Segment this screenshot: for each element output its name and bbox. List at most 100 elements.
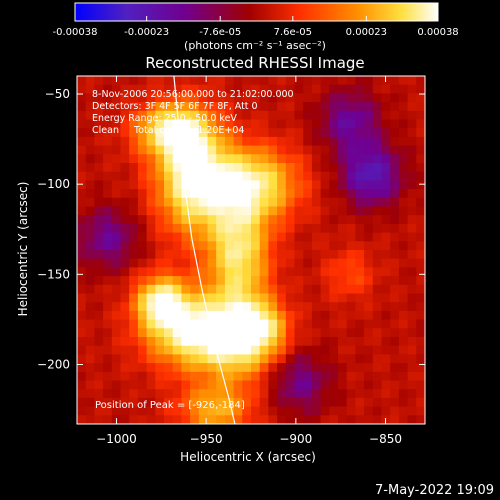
colorbar-unit-label: (photons cm⁻² s⁻¹ asec⁻²) — [184, 39, 326, 52]
heatmap-cell — [364, 76, 374, 86]
heatmap-cell — [181, 354, 191, 364]
heatmap-cell — [407, 302, 417, 312]
heatmap-cell — [355, 302, 365, 312]
heatmap-cell — [94, 406, 104, 416]
heatmap-cell — [277, 197, 287, 207]
heatmap-cell — [320, 154, 330, 164]
heatmap-cell — [155, 128, 165, 138]
heatmap-cell — [268, 345, 278, 355]
heatmap-cell — [146, 276, 156, 286]
heatmap-cell — [398, 397, 408, 407]
heatmap-cell — [251, 163, 261, 173]
heatmap-cell — [190, 232, 200, 242]
heatmap-cell — [390, 380, 400, 390]
heatmap-cell — [207, 206, 217, 216]
heatmap-cell — [172, 354, 182, 364]
heatmap-cell — [224, 215, 234, 225]
heatmap-cell — [77, 154, 87, 164]
heatmap-cell — [94, 119, 104, 129]
heatmap-cell — [129, 258, 139, 268]
heatmap-cell — [416, 406, 425, 416]
heatmap-cell — [242, 267, 252, 277]
heatmap-cell — [155, 189, 165, 199]
heatmap-cell — [251, 345, 261, 355]
heatmap-cell — [372, 267, 382, 277]
heatmap-cell — [120, 223, 130, 233]
heatmap-cell — [311, 110, 321, 120]
heatmap-cell — [259, 310, 269, 320]
heatmap-cell — [94, 136, 104, 146]
heatmap-cell — [85, 250, 95, 260]
heatmap-cell — [338, 310, 348, 320]
heatmap-cell — [137, 284, 147, 294]
heatmap-cell — [251, 371, 261, 381]
heatmap-cell — [242, 354, 252, 364]
heatmap-cell — [242, 397, 252, 407]
heatmap-cell — [120, 93, 130, 103]
heatmap-cell — [103, 397, 113, 407]
heatmap-cell — [277, 206, 287, 216]
heatmap-cell — [277, 302, 287, 312]
heatmap-cell — [303, 328, 313, 338]
heatmap-cell — [146, 136, 156, 146]
heatmap-cell — [172, 215, 182, 225]
heatmap-cell — [181, 276, 191, 286]
heatmap-cell — [207, 258, 217, 268]
heatmap-cell — [190, 258, 200, 268]
heatmap-cell — [355, 380, 365, 390]
heatmap-cell — [216, 163, 226, 173]
heatmap-cell — [77, 76, 87, 86]
heatmap-cell — [311, 232, 321, 242]
heatmap-cell — [137, 406, 147, 416]
heatmap-cell — [268, 371, 278, 381]
heatmap-cell — [372, 128, 382, 138]
heatmap-cell — [111, 250, 121, 260]
heatmap-cell — [355, 171, 365, 181]
heatmap-cell — [111, 319, 121, 329]
heatmap-cell — [259, 319, 269, 329]
heatmap-cell — [251, 258, 261, 268]
heatmap-cell — [164, 76, 174, 86]
heatmap-cell — [346, 250, 356, 260]
heatmap-cell — [277, 293, 287, 303]
heatmap-cell — [190, 389, 200, 399]
heatmap-cell — [216, 354, 226, 364]
heatmap-cell — [155, 363, 165, 373]
heatmap-cell — [129, 180, 139, 190]
heatmap-cell — [103, 223, 113, 233]
heatmap-cell — [233, 223, 243, 233]
heatmap-cell — [372, 197, 382, 207]
heatmap-cell — [381, 406, 391, 416]
heatmap-cell — [338, 206, 348, 216]
heatmap-cell — [137, 171, 147, 181]
heatmap-cell — [216, 76, 226, 86]
heatmap-cell — [285, 380, 295, 390]
heatmap-cell — [381, 267, 391, 277]
heatmap-cell — [338, 293, 348, 303]
heatmap-cell — [285, 163, 295, 173]
heatmap-cell — [390, 328, 400, 338]
heatmap-cell — [277, 76, 287, 86]
heatmap-cell — [277, 189, 287, 199]
heatmap-cell — [137, 128, 147, 138]
heatmap-cell — [251, 128, 261, 138]
heatmap-cell — [329, 136, 339, 146]
heatmap-cell — [146, 154, 156, 164]
heatmap-cell — [320, 102, 330, 112]
heatmap-cell — [198, 276, 208, 286]
heatmap-cell — [303, 371, 313, 381]
heatmap-cell — [111, 110, 121, 120]
heatmap-cell — [137, 345, 147, 355]
heatmap-cell — [103, 102, 113, 112]
heatmap-cell — [198, 241, 208, 251]
heatmap-cell — [137, 267, 147, 277]
heatmap-cell — [381, 276, 391, 286]
heatmap-cell — [120, 102, 130, 112]
heatmap-cell — [311, 406, 321, 416]
heatmap-cell — [207, 102, 217, 112]
heatmap-cell — [103, 215, 113, 225]
heatmap-cell — [398, 136, 408, 146]
heatmap-cell — [233, 319, 243, 329]
heatmap-cell — [137, 258, 147, 268]
heatmap-cell — [172, 206, 182, 216]
